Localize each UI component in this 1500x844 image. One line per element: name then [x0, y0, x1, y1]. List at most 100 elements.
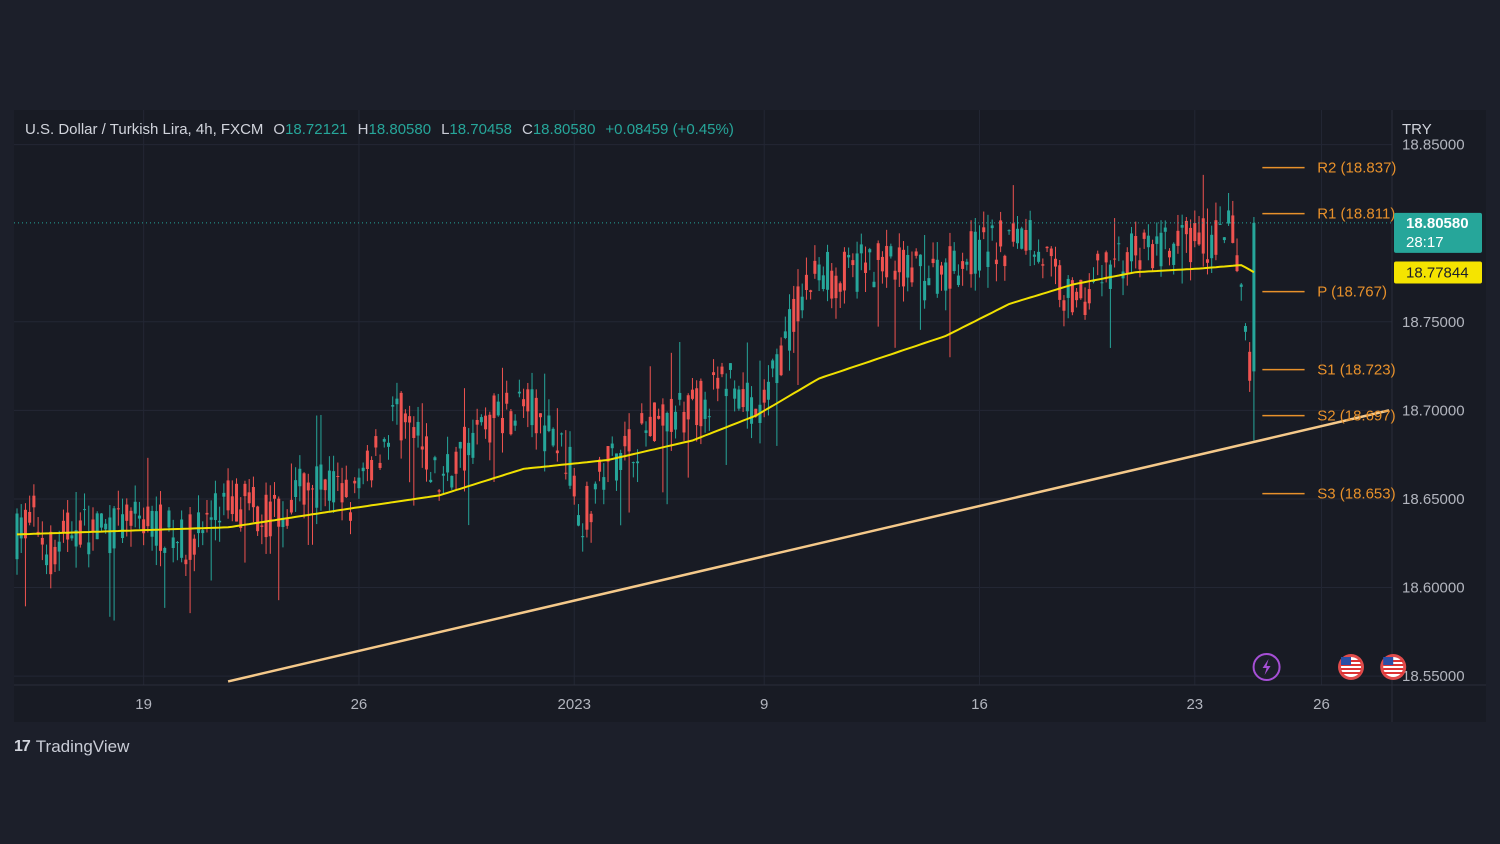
- candle-body: [19, 517, 23, 539]
- candle-body: [121, 514, 125, 539]
- candle-body: [517, 391, 521, 394]
- candle-body: [821, 275, 825, 290]
- candle-body: [268, 501, 272, 537]
- candle-body: [104, 523, 108, 530]
- candle-body: [657, 415, 661, 419]
- candle-body: [83, 509, 87, 511]
- candle-body: [994, 259, 998, 265]
- candle-body: [513, 420, 517, 426]
- pivot-label: S2 (18.697): [1317, 408, 1395, 425]
- candle-body: [636, 461, 640, 464]
- candle-body: [741, 389, 745, 408]
- candle-body: [492, 395, 496, 419]
- y-tick-label: 18.75000: [1402, 314, 1465, 331]
- candle-body: [610, 443, 614, 449]
- pivot-label: S3 (18.653): [1317, 486, 1395, 503]
- candle-body: [1184, 220, 1188, 235]
- candle-body: [1104, 252, 1108, 263]
- candle-body: [70, 535, 74, 539]
- candle-body: [952, 250, 956, 272]
- candle-body: [32, 495, 36, 508]
- candle-body: [454, 451, 458, 474]
- candle-body: [800, 296, 804, 311]
- candle-body: [1231, 215, 1235, 243]
- candle-body: [640, 413, 644, 424]
- candle-body: [264, 494, 268, 538]
- candle-body: [944, 262, 948, 291]
- candle-body: [576, 515, 580, 526]
- candle-body: [792, 298, 796, 332]
- candle-body: [167, 510, 171, 528]
- last-price-tag: [1394, 212, 1482, 253]
- candle-body: [1045, 246, 1049, 249]
- candle-body: [855, 253, 859, 292]
- candle-body: [1146, 235, 1150, 248]
- candle-body: [95, 513, 99, 540]
- candle-body: [864, 262, 868, 273]
- candle-body: [564, 472, 568, 474]
- candle-body: [543, 425, 547, 452]
- candle-body: [720, 366, 724, 375]
- candle-body: [205, 512, 209, 515]
- pivot-label: R1 (18.811): [1317, 206, 1395, 223]
- candle-body: [91, 519, 95, 532]
- candle-body: [1020, 228, 1024, 249]
- candle-body: [260, 525, 264, 527]
- candle-body: [349, 512, 353, 521]
- candle-body: [868, 249, 872, 253]
- pivot-label: R2 (18.837): [1317, 160, 1396, 177]
- candle-body: [112, 508, 116, 549]
- candle-body: [1248, 351, 1252, 381]
- candle-body: [1193, 223, 1197, 242]
- candle-body: [500, 417, 504, 434]
- candle-body: [885, 245, 889, 278]
- candle-body: [1028, 220, 1032, 251]
- candle-body: [788, 309, 792, 351]
- candle-body: [1142, 232, 1146, 239]
- open-value: 18.72121: [285, 121, 348, 138]
- candle-body: [1037, 251, 1041, 262]
- candle-body: [188, 514, 192, 560]
- close-value: 18.80580: [532, 121, 596, 138]
- tradingview-brand[interactable]: 17 TradingView: [14, 737, 129, 757]
- candle-body: [1222, 237, 1226, 241]
- candle-body: [1003, 255, 1007, 267]
- candle-body: [931, 258, 935, 264]
- candle-body: [830, 270, 834, 299]
- moving-average-line: [16, 264, 1255, 536]
- candle-body: [1218, 223, 1222, 225]
- candle-body: [45, 554, 49, 566]
- candle-body: [1079, 279, 1083, 299]
- candle-body: [1155, 236, 1159, 244]
- candle-body: [838, 283, 842, 292]
- candle-body: [581, 536, 585, 538]
- candlestick-chart[interactable]: R2 (18.837) R1 (18.811) P (18.767) S1 (18.7…: [14, 110, 1486, 722]
- candle-body: [403, 413, 407, 423]
- candle-body: [365, 450, 369, 469]
- high-label: H: [357, 121, 369, 138]
- candle-body: [395, 398, 399, 405]
- candle-body: [382, 439, 386, 442]
- symbol-title[interactable]: U.S. Dollar / Turkish Lira, 4h, FXCM: [25, 121, 264, 138]
- candle-body: [897, 247, 901, 273]
- candle-body: [239, 509, 243, 529]
- candle-body: [1227, 210, 1231, 224]
- candle-body: [1201, 218, 1205, 254]
- candle-body: [361, 467, 365, 472]
- candle-body: [374, 436, 378, 448]
- tradingview-logo-icon: 17: [14, 738, 31, 755]
- candle-body: [859, 244, 863, 254]
- candle-body: [826, 251, 830, 290]
- candle-body: [982, 227, 986, 233]
- candle-body: [627, 429, 631, 452]
- candle-body: [475, 419, 479, 425]
- candle-body: [1053, 258, 1057, 267]
- chart-area[interactable]: R2 (18.837) R1 (18.811) P (18.767) S1 (18.7…: [14, 110, 1486, 722]
- candle-body: [146, 506, 150, 527]
- candle-body: [534, 397, 538, 434]
- candle-body: [1172, 243, 1176, 265]
- candle-body: [1134, 236, 1138, 256]
- candle-body: [927, 278, 931, 286]
- candle-body: [652, 402, 656, 442]
- candle-body: [429, 479, 433, 483]
